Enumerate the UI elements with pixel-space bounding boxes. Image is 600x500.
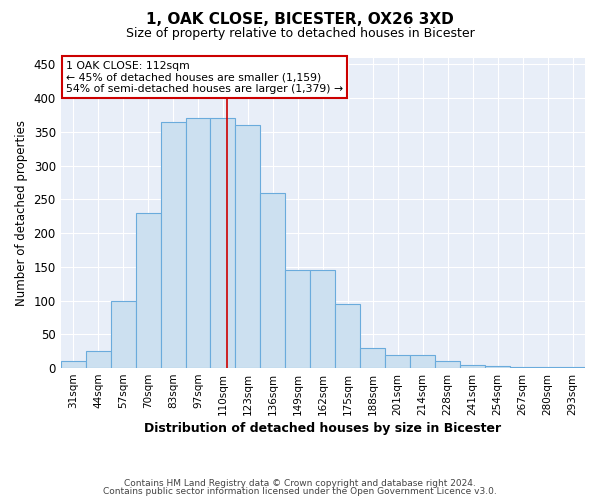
Bar [286, 270, 310, 368]
X-axis label: Distribution of detached houses by size in Bicester: Distribution of detached houses by size … [144, 422, 502, 435]
Text: 1, OAK CLOSE, BICESTER, OX26 3XD: 1, OAK CLOSE, BICESTER, OX26 3XD [146, 12, 454, 28]
Bar [485, 366, 510, 368]
Bar [460, 364, 485, 368]
Bar [61, 362, 86, 368]
Bar [410, 354, 435, 368]
Bar [435, 362, 460, 368]
Text: 1 OAK CLOSE: 112sqm
← 45% of detached houses are smaller (1,159)
54% of semi-det: 1 OAK CLOSE: 112sqm ← 45% of detached ho… [66, 60, 343, 94]
Text: Contains HM Land Registry data © Crown copyright and database right 2024.: Contains HM Land Registry data © Crown c… [124, 478, 476, 488]
Bar [110, 300, 136, 368]
Bar [161, 122, 185, 368]
Bar [185, 118, 211, 368]
Bar [136, 213, 161, 368]
Bar [385, 354, 410, 368]
Text: Size of property relative to detached houses in Bicester: Size of property relative to detached ho… [125, 28, 475, 40]
Bar [310, 270, 335, 368]
Bar [260, 192, 286, 368]
Bar [235, 125, 260, 368]
Bar [510, 366, 535, 368]
Bar [335, 304, 360, 368]
Bar [211, 118, 235, 368]
Bar [360, 348, 385, 368]
Y-axis label: Number of detached properties: Number of detached properties [15, 120, 28, 306]
Bar [86, 351, 110, 368]
Text: Contains public sector information licensed under the Open Government Licence v3: Contains public sector information licen… [103, 487, 497, 496]
